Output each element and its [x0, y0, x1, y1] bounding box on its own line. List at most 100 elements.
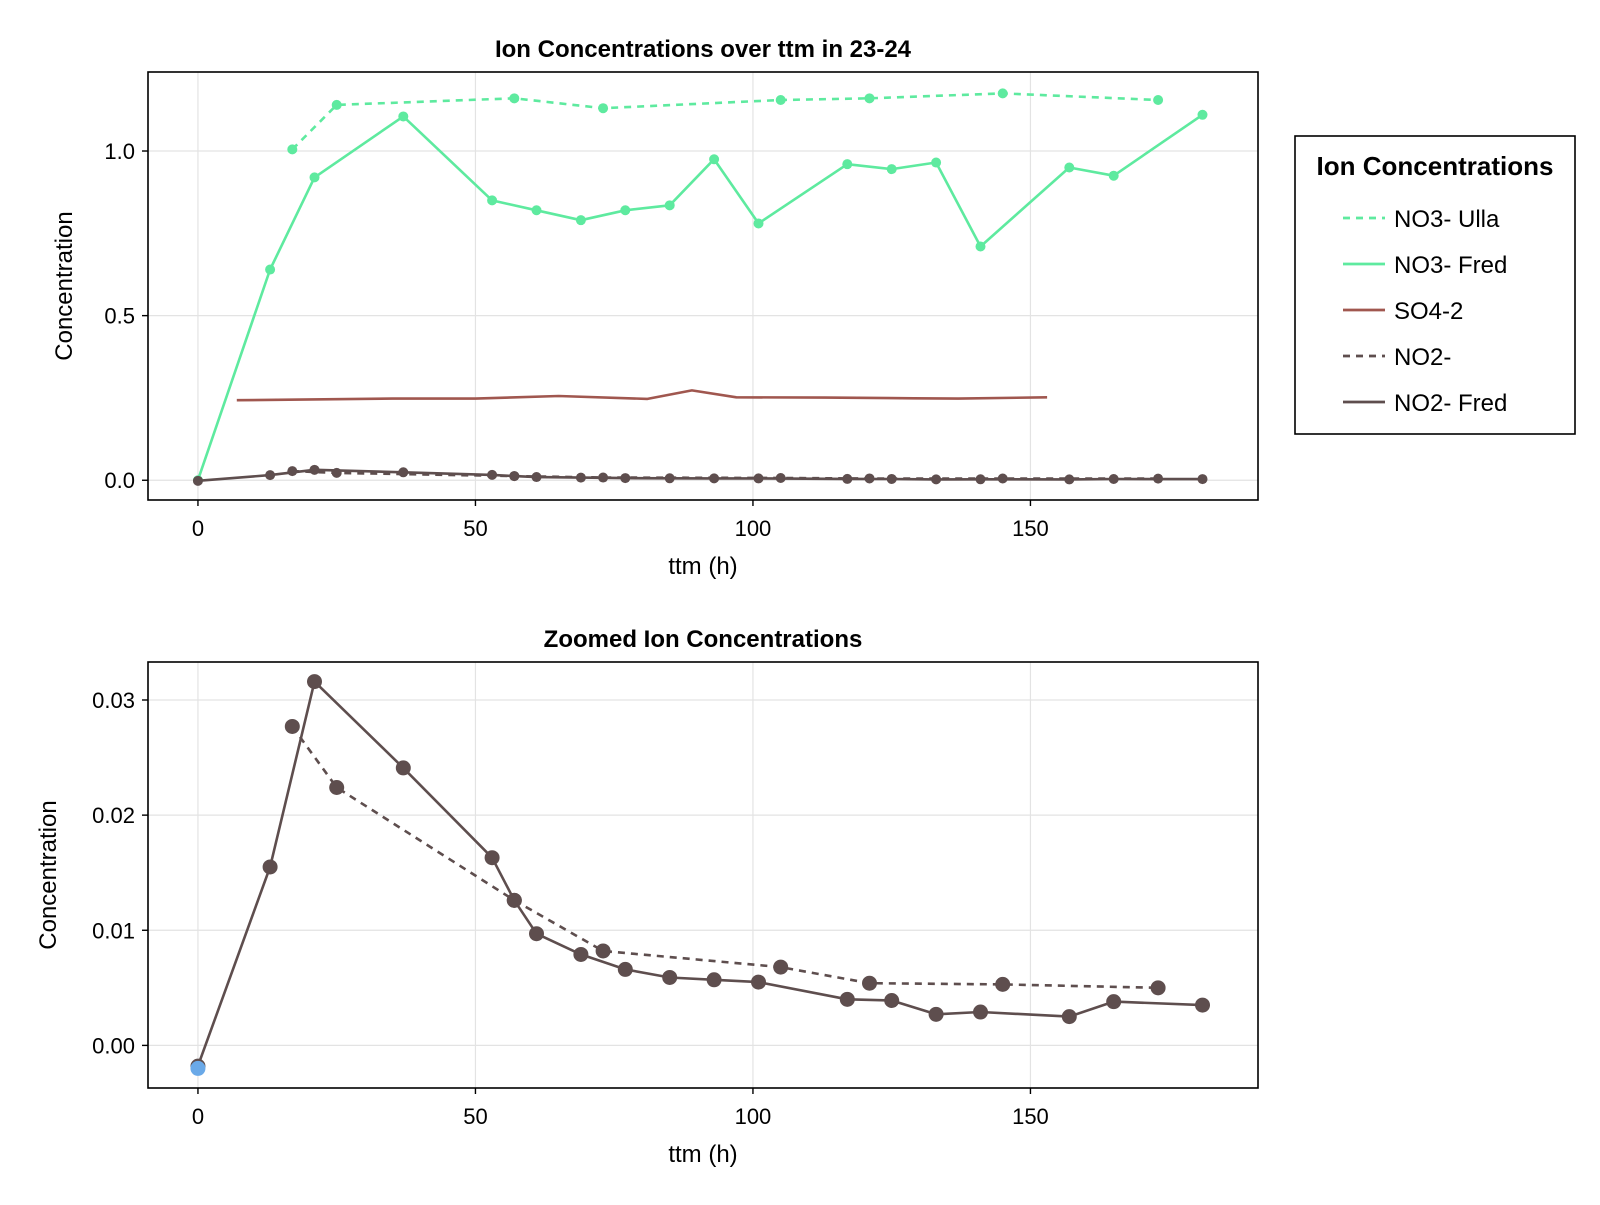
- zoomed-data-point: [1150, 980, 1166, 996]
- top-data-point: [664, 200, 675, 211]
- top-y-tick-label: 0.0: [104, 468, 135, 493]
- top-data-point: [1197, 474, 1208, 485]
- zoomed-chart-title: Zoomed Ion Concentrations: [544, 626, 863, 653]
- top-data-point: [1197, 109, 1208, 120]
- zoomed-x-tick-label: 150: [1012, 1104, 1049, 1129]
- top-data-point: [1153, 94, 1164, 105]
- top-x-tick-label: 100: [735, 516, 772, 541]
- top-data-point: [509, 471, 520, 482]
- zoomed-data-point: [995, 976, 1011, 992]
- zoomed-x-axis-label: ttm (h): [668, 1141, 737, 1168]
- top-data-point: [331, 99, 342, 110]
- zoomed-data-point: [506, 892, 522, 908]
- top-data-point: [1064, 162, 1075, 173]
- top-data-point: [487, 195, 498, 206]
- top-data-point: [575, 472, 586, 483]
- top-chart-title: Ion Concentrations over ttm in 23-24: [495, 36, 912, 63]
- top-data-point: [265, 264, 276, 275]
- top-x-tick-label: 50: [463, 516, 487, 541]
- top-data-point: [620, 473, 631, 484]
- zoomed-x-tick-label: 0: [192, 1104, 204, 1129]
- top-data-point: [398, 467, 409, 478]
- top-y-tick-label: 1.0: [104, 139, 135, 164]
- legend-entry-label: SO4-2: [1394, 298, 1463, 325]
- zoomed-y-tick-label: 0.00: [92, 1033, 135, 1058]
- legend-entry-label: NO3- Fred: [1394, 252, 1507, 279]
- zoomed-y-axis-label: Concentration: [35, 800, 62, 949]
- top-data-point: [753, 473, 764, 484]
- top-data-point: [886, 164, 897, 175]
- zoomed-data-point: [484, 850, 500, 866]
- top-data-point: [664, 473, 675, 484]
- top-data-point: [997, 88, 1008, 99]
- top-data-point: [620, 205, 631, 216]
- zoomed-no2-fred-series-line: [196, 680, 1203, 1067]
- zoomed-data-point: [884, 992, 900, 1008]
- zoomed-data-point: [1195, 997, 1210, 1013]
- top-data-point: [864, 93, 875, 104]
- zoomed-data-point: [262, 859, 278, 875]
- top-data-point: [309, 464, 320, 475]
- top-data-point: [709, 473, 720, 484]
- top-data-point: [1108, 473, 1119, 484]
- top-no2-fred-series-line: [197, 468, 1203, 483]
- top-x-tick-label: 150: [1012, 516, 1049, 541]
- zoomed-x-tick-label: 50: [463, 1104, 487, 1129]
- zoomed-data-point: [395, 760, 411, 776]
- top-data-point: [1108, 170, 1119, 181]
- zoomed-y-tick-label: 0.01: [92, 918, 135, 943]
- top-data-point: [309, 172, 320, 183]
- top-data-point: [265, 470, 276, 481]
- zoomed-data-point: [307, 674, 322, 690]
- top-x-tick-label: 0: [192, 516, 204, 541]
- zoomed-data-point: [573, 946, 589, 962]
- zoomed-data-point: [190, 1060, 206, 1076]
- top-data-point: [842, 159, 853, 170]
- zoomed-data-point: [329, 779, 345, 795]
- zoomed-data-point: [928, 1006, 944, 1022]
- top-chart-panel: 0 50 100 150 0.0 0.5 1.0 Ion Concentrations ove…: [51, 36, 1259, 580]
- top-data-point: [975, 474, 986, 485]
- top-data-point: [487, 469, 498, 480]
- top-plot-frame: [147, 71, 1259, 501]
- zoomed-data-point: [529, 926, 544, 942]
- top-data-point: [192, 475, 203, 486]
- zoomed-data-point: [662, 969, 678, 985]
- legend: Ion Concentrations NO3- Ulla NO3- Fred SO4…: [1294, 135, 1576, 435]
- top-data-point: [709, 154, 720, 165]
- zoomed-plot-frame: [147, 661, 1259, 1089]
- top-data-point: [287, 144, 298, 155]
- top-data-point: [531, 472, 542, 483]
- top-data-point: [575, 215, 586, 226]
- zoomed-data-point: [284, 718, 300, 734]
- zoomed-data-point: [1106, 994, 1122, 1010]
- legend-box: [1294, 135, 1576, 435]
- zoomed-data-point: [773, 959, 789, 975]
- zoomed-data-point: [706, 972, 722, 988]
- top-data-point: [931, 157, 942, 168]
- legend-entry-label: NO2- Fred: [1394, 390, 1507, 417]
- zoomed-data-point: [617, 961, 633, 977]
- zoomed-y-tick-label: 0.03: [92, 688, 135, 713]
- zoomed-data-point: [595, 943, 611, 959]
- zoomed-y-tick-label: 0.02: [92, 803, 135, 828]
- zoomed-series-group: [190, 674, 1210, 1076]
- top-data-point: [398, 111, 409, 122]
- legend-entry-label: NO2-: [1394, 344, 1451, 371]
- zoomed-no2-series-line: [291, 725, 1159, 990]
- zoomed-data-point: [1061, 1009, 1077, 1025]
- top-data-point: [1064, 474, 1075, 485]
- top-x-axis-label: ttm (h): [668, 553, 737, 580]
- top-data-point: [886, 473, 897, 484]
- zoomed-data-point: [862, 975, 877, 991]
- top-data-point: [842, 473, 853, 484]
- top-data-point: [531, 205, 542, 216]
- top-so4-2-series-line: [236, 389, 1048, 402]
- top-series-group: [192, 88, 1208, 486]
- top-no3-ulla-series-line: [291, 92, 1159, 151]
- zoomed-data-point: [751, 974, 766, 990]
- top-y-axis-label: Concentration: [51, 211, 78, 360]
- legend-title: Ion Concentrations: [1317, 151, 1554, 181]
- zoomed-chart-panel: 0 50 100 150 0.00 0.01 0.02 0.03 Zoomed Ion Conc…: [35, 626, 1259, 1168]
